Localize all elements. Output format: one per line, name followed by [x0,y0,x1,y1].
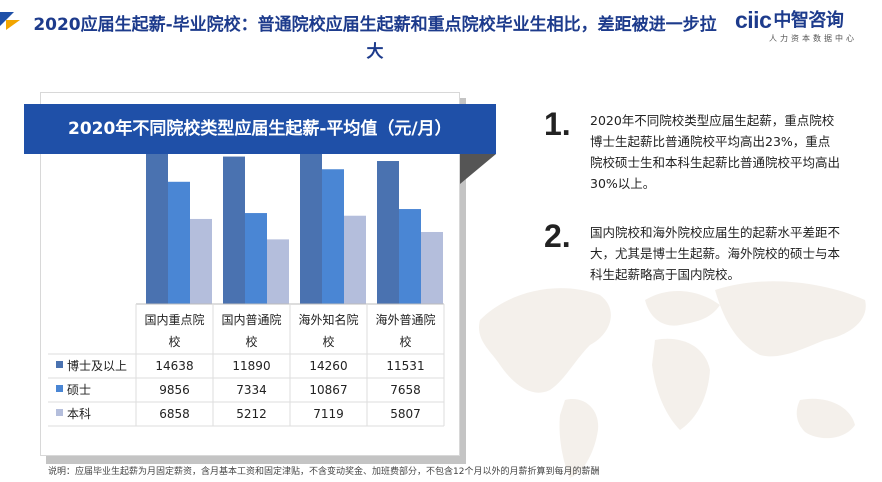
logo-name: 中智咨询 [773,10,844,31]
category-label: 校 [168,334,180,349]
bar-3 [267,239,289,304]
bar-1 [146,122,168,304]
legend-label: 博士及以上 [67,358,127,373]
banner-fold [460,154,496,184]
category-label: 海外普通院 [375,312,435,327]
finding-number: 1. [544,106,571,142]
data-label: 14260 [309,359,347,373]
finding-item: 1. 2020年不同院校类型应届生起薪，重点院校博士生起薪比普通院校平均高出23… [540,106,841,194]
finding-item: 2. 国内院校和海外院校应届生的起薪水平差距不大，尤其是博士生起薪。海外院校的硕… [540,218,841,285]
page-title: 2020应届生起薪-毕业院校：普通院校应届生起薪和重点院校毕业生相比，差距被进一… [33,15,717,62]
corner-accent-mark [0,12,20,30]
bar-1 [377,161,399,304]
key-findings: 1. 2020年不同院校类型应届生起薪，重点院校博士生起薪比普通院校平均高出23… [540,106,841,285]
category-label: 国内重点院 [144,313,204,327]
data-label: 5212 [236,407,267,421]
legend-label: 本科 [67,407,91,421]
bar-3 [421,231,443,304]
bar-1 [223,156,245,304]
category-label: 国内普通院 [221,313,281,327]
data-label: 7334 [236,383,267,397]
legend-swatch [56,409,63,416]
bar-1 [300,127,322,304]
logo-text: ciic [735,7,772,33]
world-map-background [479,281,866,478]
category-label: 海外知名院 [298,312,358,327]
data-label: 9856 [159,383,190,397]
data-label: 7658 [390,383,421,397]
data-label: 5807 [390,407,421,421]
data-label: 11890 [232,359,270,373]
bar-2 [245,213,267,304]
data-label: 6858 [159,407,190,421]
data-label: 11531 [386,359,424,373]
data-label: 7119 [313,407,344,421]
finding-text: 国内院校和海外院校应届生的起薪水平差距不大，尤其是博士生起薪。海外院校的硕士与本… [590,225,841,282]
bar-3 [344,215,366,304]
category-label: 校 [245,334,257,349]
category-label: 校 [322,334,334,349]
logo-subtitle: 人力资本数据中心 [769,34,857,43]
legend-swatch [56,361,63,368]
chart-title-banner: 2020年不同院校类型应届生起薪-平均值（元/月） [24,104,496,154]
bar-2 [168,181,190,304]
legend-swatch [56,385,63,392]
legend-label: 硕士 [67,383,91,397]
bar-3 [190,218,212,304]
finding-text: 2020年不同院校类型应届生起薪，重点院校博士生起薪比普通院校平均高出23%，重… [590,113,841,191]
bar-2 [322,169,344,304]
bar-2 [399,209,421,304]
finding-number: 2. [544,218,571,254]
data-label: 10867 [309,383,347,397]
footnote: 说明：应届毕业生起薪为月固定薪资，含月基本工资和固定津贴，不含变动奖金、加班费部… [48,467,600,477]
data-label: 14638 [155,359,193,373]
category-label: 校 [399,334,411,349]
ciic-logo: ciic 中智咨询 人力资本数据中心 [735,6,875,44]
